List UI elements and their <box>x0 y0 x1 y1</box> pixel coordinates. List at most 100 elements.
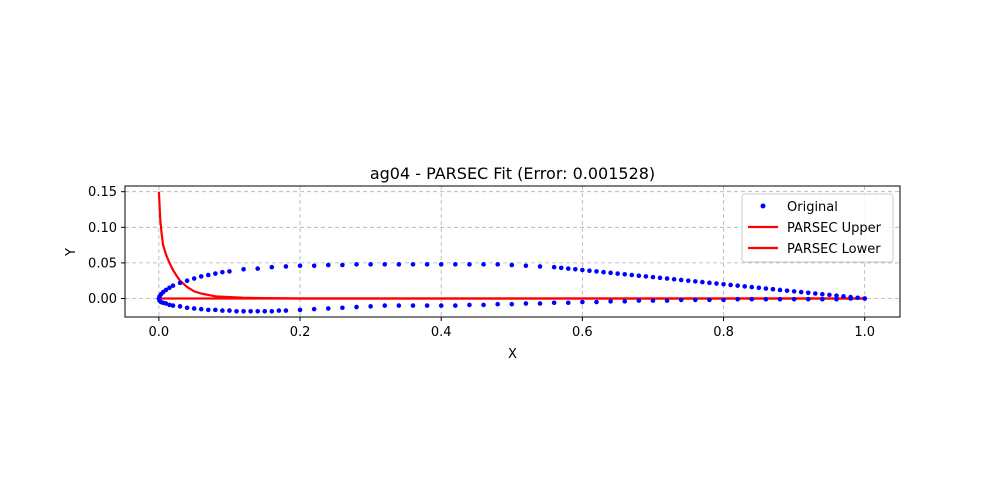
series-layer <box>156 191 868 314</box>
data-point-original <box>855 295 860 301</box>
data-point-original <box>177 304 183 309</box>
data-point-original <box>650 274 656 280</box>
data-point-original <box>664 298 670 303</box>
legend-marker-original <box>760 203 766 209</box>
data-point-original <box>735 283 740 288</box>
data-point-original <box>742 284 748 289</box>
data-point-original <box>325 262 331 268</box>
data-point-original <box>693 297 698 303</box>
ticks: 0.0 0.2 0.4 0.6 0.8 1.0 0.00 0.05 0.10 0.15 <box>88 185 875 340</box>
data-point-original <box>163 301 169 306</box>
data-point-original <box>368 262 373 267</box>
x-tick-label: 0.8 <box>713 325 734 340</box>
data-point-original <box>191 306 197 311</box>
data-point-original <box>643 274 649 279</box>
data-point-original <box>283 264 289 269</box>
data-point-original <box>227 308 232 313</box>
data-point-original <box>198 274 204 279</box>
data-point-original <box>749 296 755 302</box>
data-point-original <box>396 303 402 308</box>
data-point-original <box>325 306 331 311</box>
data-point-original <box>622 271 628 277</box>
plot-frame <box>124 185 901 318</box>
data-point-original <box>255 309 260 314</box>
data-point-original <box>467 262 472 267</box>
data-point-original <box>220 269 225 275</box>
chart-title: ag04 - PARSEC Fit (Error: 0.001528) <box>370 164 655 183</box>
data-point-original <box>340 262 345 268</box>
data-point-original <box>558 265 564 271</box>
data-point-original <box>241 309 246 314</box>
data-point-original <box>167 302 172 308</box>
data-point-original <box>523 263 529 269</box>
data-point-original <box>565 300 571 306</box>
data-point-original <box>248 309 253 314</box>
x-axis-label: X <box>508 347 517 362</box>
data-point-original <box>438 262 444 267</box>
data-point-original <box>622 299 628 304</box>
data-point-original <box>170 303 176 308</box>
data-point-original <box>791 296 797 302</box>
data-point-original <box>820 296 825 302</box>
data-point-original <box>721 281 726 287</box>
data-point-original <box>770 286 776 292</box>
data-point-original <box>255 266 260 271</box>
data-point-original <box>777 287 783 293</box>
data-point-original <box>283 308 289 313</box>
data-point-original <box>671 276 677 282</box>
data-point-original <box>841 294 846 299</box>
data-point-original <box>495 262 500 267</box>
data-point-original <box>177 280 183 286</box>
data-point-original <box>608 270 613 276</box>
data-point-original <box>657 275 663 281</box>
data-point-original <box>580 299 585 305</box>
data-point-original <box>213 307 218 313</box>
data-point-original <box>481 302 486 308</box>
data-point-original <box>636 273 642 279</box>
data-point-original <box>410 303 416 308</box>
y-tick-label: 0.05 <box>88 256 117 271</box>
data-point-original <box>453 303 458 308</box>
y-tick-label: 0.15 <box>88 185 117 200</box>
data-point-original <box>424 262 430 267</box>
data-point-original <box>410 262 416 267</box>
data-point-original <box>735 296 740 302</box>
data-point-original <box>707 297 712 303</box>
x-tick-label: 0.4 <box>431 325 452 340</box>
data-point-original <box>805 296 811 302</box>
data-point-original <box>685 278 691 283</box>
data-point-original <box>184 278 190 283</box>
y-tick-label: 0.00 <box>88 292 117 307</box>
data-point-original <box>382 262 388 267</box>
data-point-original <box>311 263 317 269</box>
data-point-original <box>763 286 769 291</box>
legend-label-original: Original <box>787 200 838 215</box>
data-point-original <box>756 285 762 291</box>
data-point-original <box>467 302 472 308</box>
data-point-original <box>608 299 613 304</box>
data-point-original <box>721 297 726 303</box>
data-point-original <box>167 285 172 291</box>
data-point-original <box>728 282 733 288</box>
data-point-original <box>798 289 804 295</box>
legend: Original PARSEC Upper PARSEC Lower <box>741 193 894 263</box>
data-point-original <box>629 272 635 278</box>
data-point-original <box>707 280 712 286</box>
data-point-original <box>354 304 359 310</box>
data-point-original <box>509 262 515 268</box>
data-point-original <box>551 300 557 306</box>
data-point-original <box>848 296 853 301</box>
x-tick-label: 1.0 <box>854 325 875 340</box>
data-point-original <box>297 263 303 269</box>
data-point-original <box>227 269 232 274</box>
legend-label-parsec-upper: PARSEC Upper <box>787 221 882 236</box>
data-point-original <box>205 272 211 278</box>
data-point-original <box>749 284 755 290</box>
data-point-original <box>565 266 571 271</box>
data-point-original <box>269 264 275 270</box>
data-point-original <box>693 279 698 284</box>
data-point-original <box>834 296 839 302</box>
data-point-original <box>587 268 592 274</box>
